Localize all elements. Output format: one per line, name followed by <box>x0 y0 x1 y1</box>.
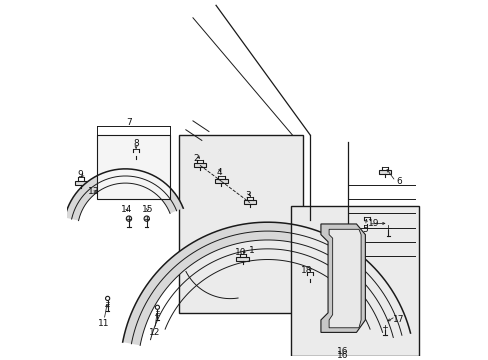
Text: 11: 11 <box>98 319 110 328</box>
Polygon shape <box>215 179 227 183</box>
Circle shape <box>126 216 131 221</box>
Polygon shape <box>129 152 142 156</box>
Text: 19: 19 <box>367 220 379 229</box>
Polygon shape <box>193 163 206 167</box>
Text: 1: 1 <box>248 246 254 255</box>
Text: 12: 12 <box>149 328 160 337</box>
Text: 16: 16 <box>336 347 347 356</box>
Polygon shape <box>75 180 87 185</box>
Text: 10: 10 <box>234 248 245 257</box>
Text: 6: 6 <box>395 177 401 186</box>
Text: 14: 14 <box>121 205 132 214</box>
Bar <box>97 135 169 199</box>
Text: 9: 9 <box>77 170 83 179</box>
Text: 3: 3 <box>244 191 250 200</box>
Polygon shape <box>304 275 316 279</box>
Text: 17: 17 <box>392 315 404 324</box>
Polygon shape <box>243 200 256 204</box>
Circle shape <box>382 324 387 330</box>
Text: 8: 8 <box>133 139 139 148</box>
Polygon shape <box>236 257 248 261</box>
Bar <box>179 135 303 313</box>
Polygon shape <box>360 220 373 224</box>
Polygon shape <box>328 229 360 328</box>
Circle shape <box>144 216 149 221</box>
Polygon shape <box>122 222 409 345</box>
Text: 13: 13 <box>87 188 99 197</box>
Circle shape <box>385 225 390 230</box>
Text: 18: 18 <box>300 266 312 275</box>
Bar <box>290 206 418 356</box>
Polygon shape <box>320 224 365 332</box>
Text: 16: 16 <box>336 351 347 360</box>
Polygon shape <box>378 170 390 174</box>
Text: 7: 7 <box>126 118 132 127</box>
Text: 2: 2 <box>193 154 199 163</box>
Polygon shape <box>64 169 183 221</box>
Text: 15: 15 <box>142 205 153 214</box>
Text: 4: 4 <box>216 168 222 177</box>
Text: 5: 5 <box>362 225 367 234</box>
